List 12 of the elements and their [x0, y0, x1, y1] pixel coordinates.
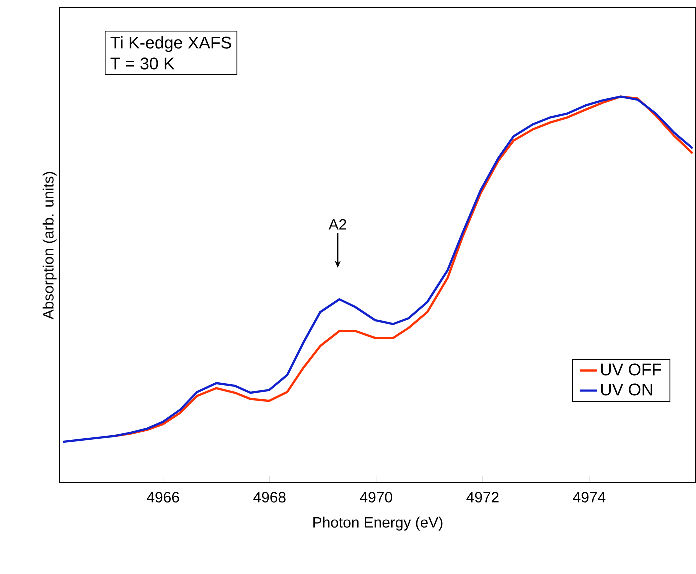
y-axis-title: Absorption (arb. units): [42, 172, 57, 320]
x-tick-label: 4972: [466, 492, 499, 503]
x-tick-label: 4970: [360, 492, 392, 503]
x-axis-title: Photon Energy (eV): [314, 516, 443, 531]
text: Ti K-edge XAFS: [110, 36, 232, 52]
legend-label: UV OFF: [601, 364, 662, 376]
x-tick-label: 4974: [573, 492, 606, 503]
annotation: A2: [328, 219, 346, 230]
legend-label: UV ON: [601, 384, 652, 396]
text: T = 30 K: [110, 58, 175, 70]
x-tick-label: 4966: [147, 492, 180, 503]
x-tick-label: 4968: [254, 492, 286, 503]
